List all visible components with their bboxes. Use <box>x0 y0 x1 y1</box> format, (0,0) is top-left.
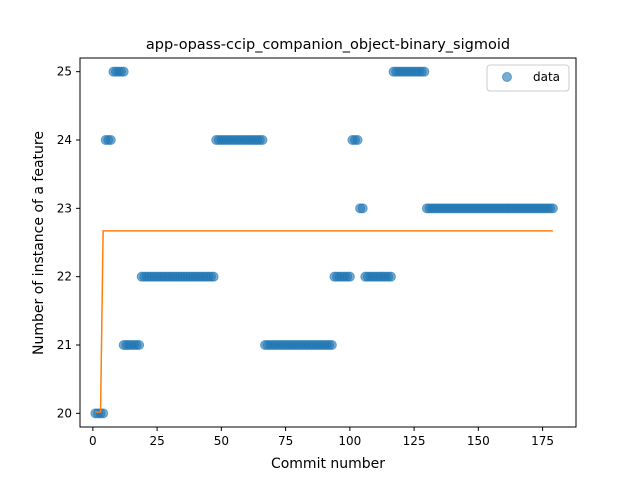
data-point <box>134 340 145 350</box>
y-axis-ticks: 20 21 22 23 24 25 <box>57 65 80 420</box>
data-point <box>208 271 219 282</box>
x-tick-label: 150 <box>467 434 490 448</box>
data-point <box>419 66 430 77</box>
x-axis-label: Commit number <box>271 456 385 472</box>
data-points <box>90 66 558 419</box>
legend-box <box>486 64 570 92</box>
y-axis-label: Number of instance of a feature <box>31 131 47 355</box>
y-tick-label: 21 <box>57 338 72 352</box>
y-tick-label: 22 <box>57 270 72 284</box>
data-point <box>118 66 129 77</box>
plot-area <box>80 58 576 427</box>
data-point <box>105 135 116 145</box>
x-axis-ticks: 0 25 50 75 100 125 150 175 <box>89 427 554 448</box>
data-point <box>357 203 368 214</box>
y-tick-label: 24 <box>57 133 72 147</box>
data-point <box>326 340 337 350</box>
x-tick-label: 75 <box>278 434 293 448</box>
plot-frame <box>79 57 577 428</box>
y-tick-label: 20 <box>57 406 72 420</box>
x-tick-label: 125 <box>403 434 426 448</box>
x-tick-label: 0 <box>89 434 97 448</box>
data-point <box>547 203 558 214</box>
data-point <box>385 271 396 282</box>
x-tick-label: 25 <box>149 434 164 448</box>
legend-marker-data <box>502 72 512 82</box>
data-point <box>352 135 363 145</box>
x-tick-label: 100 <box>338 434 361 448</box>
x-tick-label: 175 <box>531 434 554 448</box>
data-point <box>257 135 268 145</box>
x-tick-label: 50 <box>214 434 229 448</box>
fit-line <box>95 230 553 413</box>
y-tick-label: 23 <box>57 201 72 215</box>
legend-label-data: data <box>533 70 560 84</box>
data-point <box>344 271 355 282</box>
legend: data <box>486 64 570 92</box>
y-tick-label: 25 <box>57 65 72 79</box>
chart-title: app-opass-ccip_companion_object-binary_s… <box>146 37 510 53</box>
fit-line-group <box>95 230 553 413</box>
